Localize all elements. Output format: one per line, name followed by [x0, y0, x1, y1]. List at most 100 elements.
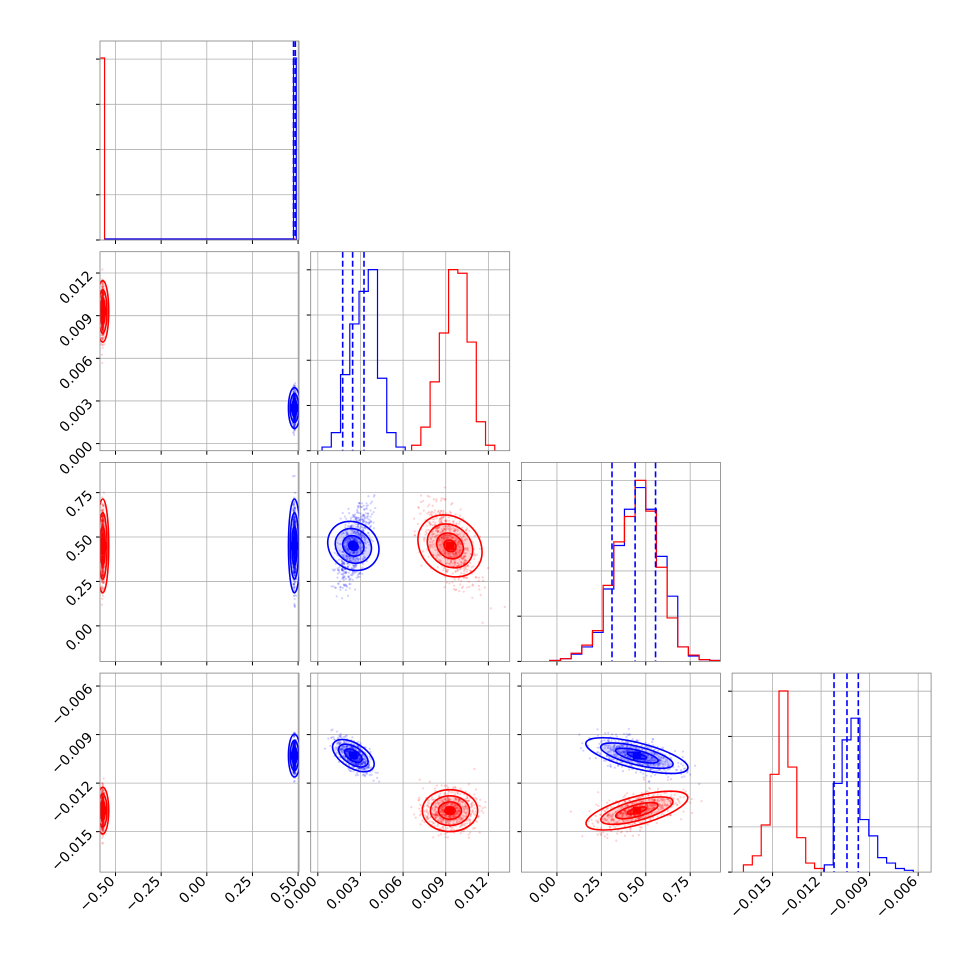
red-sample-point	[101, 361, 104, 364]
red-sample-point	[450, 560, 453, 563]
red-sample-point	[102, 568, 105, 571]
red-sample-point	[448, 533, 451, 537]
red-sample-point	[446, 551, 449, 554]
red-sample-point	[102, 293, 105, 297]
red-sample-point	[101, 325, 104, 328]
red-sample-point	[101, 516, 104, 519]
red-sample-point	[102, 326, 106, 329]
red-sample-point	[102, 325, 105, 329]
blue-sample-point	[372, 495, 376, 498]
red-sample-point	[463, 558, 466, 561]
red-sample-point	[443, 535, 446, 538]
red-sample-point	[100, 520, 103, 523]
red-sample-point	[428, 513, 431, 516]
blue-sample-point	[331, 568, 334, 571]
blue-sample-point	[293, 555, 296, 558]
red-sample-point	[441, 529, 445, 532]
red-sample-point	[101, 518, 104, 521]
red-sample-point	[432, 498, 435, 501]
red-sample-point	[101, 842, 104, 845]
red-sample-point	[103, 343, 106, 346]
red-sample-point	[443, 550, 447, 553]
red-sample-point	[101, 326, 104, 329]
red-sample-point	[101, 326, 104, 329]
red-sample-point	[448, 534, 451, 537]
red-sample-point	[456, 544, 460, 547]
red-sample-point	[103, 523, 106, 527]
red-sample-point	[101, 268, 104, 271]
red-density-peak	[100, 307, 107, 316]
histogram-panel-3	[728, 672, 932, 877]
blue-sample-point	[292, 571, 296, 574]
red-sample-point	[463, 551, 466, 555]
blue-sample-point	[293, 532, 296, 536]
red-sample-point	[442, 552, 445, 555]
red-sample-point	[443, 498, 447, 501]
blue-sample-point	[293, 519, 296, 522]
red-sample-point	[434, 535, 437, 538]
red-sample-point	[438, 559, 441, 562]
red-sample-point	[100, 294, 104, 298]
red-sample-point	[101, 301, 104, 304]
red-sample-point	[441, 540, 444, 543]
blue-sample-point	[293, 419, 296, 422]
panel-border	[99, 251, 300, 452]
red-sample-point	[100, 603, 104, 606]
blue-sample-point	[293, 555, 297, 558]
blue-sample-point	[293, 516, 296, 519]
red-sample-point	[459, 583, 462, 586]
blue-sample-point	[292, 523, 296, 527]
blue-sample-point	[294, 594, 298, 597]
red-histogram	[742, 690, 825, 873]
red-sample-point	[101, 566, 104, 569]
scatter-panel-2-0	[96, 461, 300, 666]
red-sample-point	[101, 283, 104, 286]
blue-sample-point	[293, 557, 296, 560]
red-sample-point	[460, 557, 463, 560]
red-sample-point	[101, 555, 104, 558]
red-sample-point	[101, 291, 104, 295]
blue-sample-point	[293, 531, 296, 534]
red-sample-point	[101, 327, 104, 331]
red-sample-point	[101, 575, 104, 578]
red-sample-point	[101, 566, 104, 569]
red-sample-point	[454, 588, 457, 591]
red-sample-point	[101, 516, 104, 519]
red-sample-point	[100, 502, 103, 505]
red-sample-point	[100, 296, 103, 299]
blue-sample-point	[345, 517, 348, 520]
blue-sample-point	[293, 557, 296, 560]
blue-sample-point	[293, 507, 297, 510]
blue-sample-point	[293, 519, 297, 522]
red-sample-point	[454, 570, 457, 574]
red-sample-point	[101, 559, 104, 563]
red-sample-point	[100, 337, 104, 340]
blue-sample-point	[293, 602, 296, 606]
blue-sample-point	[292, 424, 295, 427]
blue-sample-point	[294, 580, 297, 584]
red-sample-point	[101, 295, 105, 299]
blue-sample-point	[293, 521, 296, 524]
red-sample-point	[443, 537, 446, 541]
blue-sample-point	[347, 512, 351, 515]
blue-sample-point	[334, 586, 337, 589]
blue-sample-point	[292, 566, 295, 569]
blue-sample-point	[340, 597, 344, 600]
red-sample-point	[101, 588, 105, 591]
red-sample-point	[101, 319, 104, 322]
red-sample-point	[102, 336, 105, 340]
red-sample-point	[100, 325, 104, 329]
blue-sample-point	[292, 503, 296, 506]
red-sample-point	[101, 326, 104, 329]
red-sample-point	[100, 519, 103, 522]
blue-sample-point	[293, 530, 296, 533]
red-sample-point	[101, 300, 104, 303]
red-sample-point	[447, 516, 450, 519]
red-sample-point	[474, 576, 477, 579]
red-sample-point	[429, 543, 432, 546]
red-sample-point	[423, 537, 426, 540]
red-sample-point	[101, 514, 104, 518]
red-sample-point	[102, 515, 105, 518]
blue-sample-point	[293, 419, 296, 422]
red-sample-point	[453, 529, 456, 532]
